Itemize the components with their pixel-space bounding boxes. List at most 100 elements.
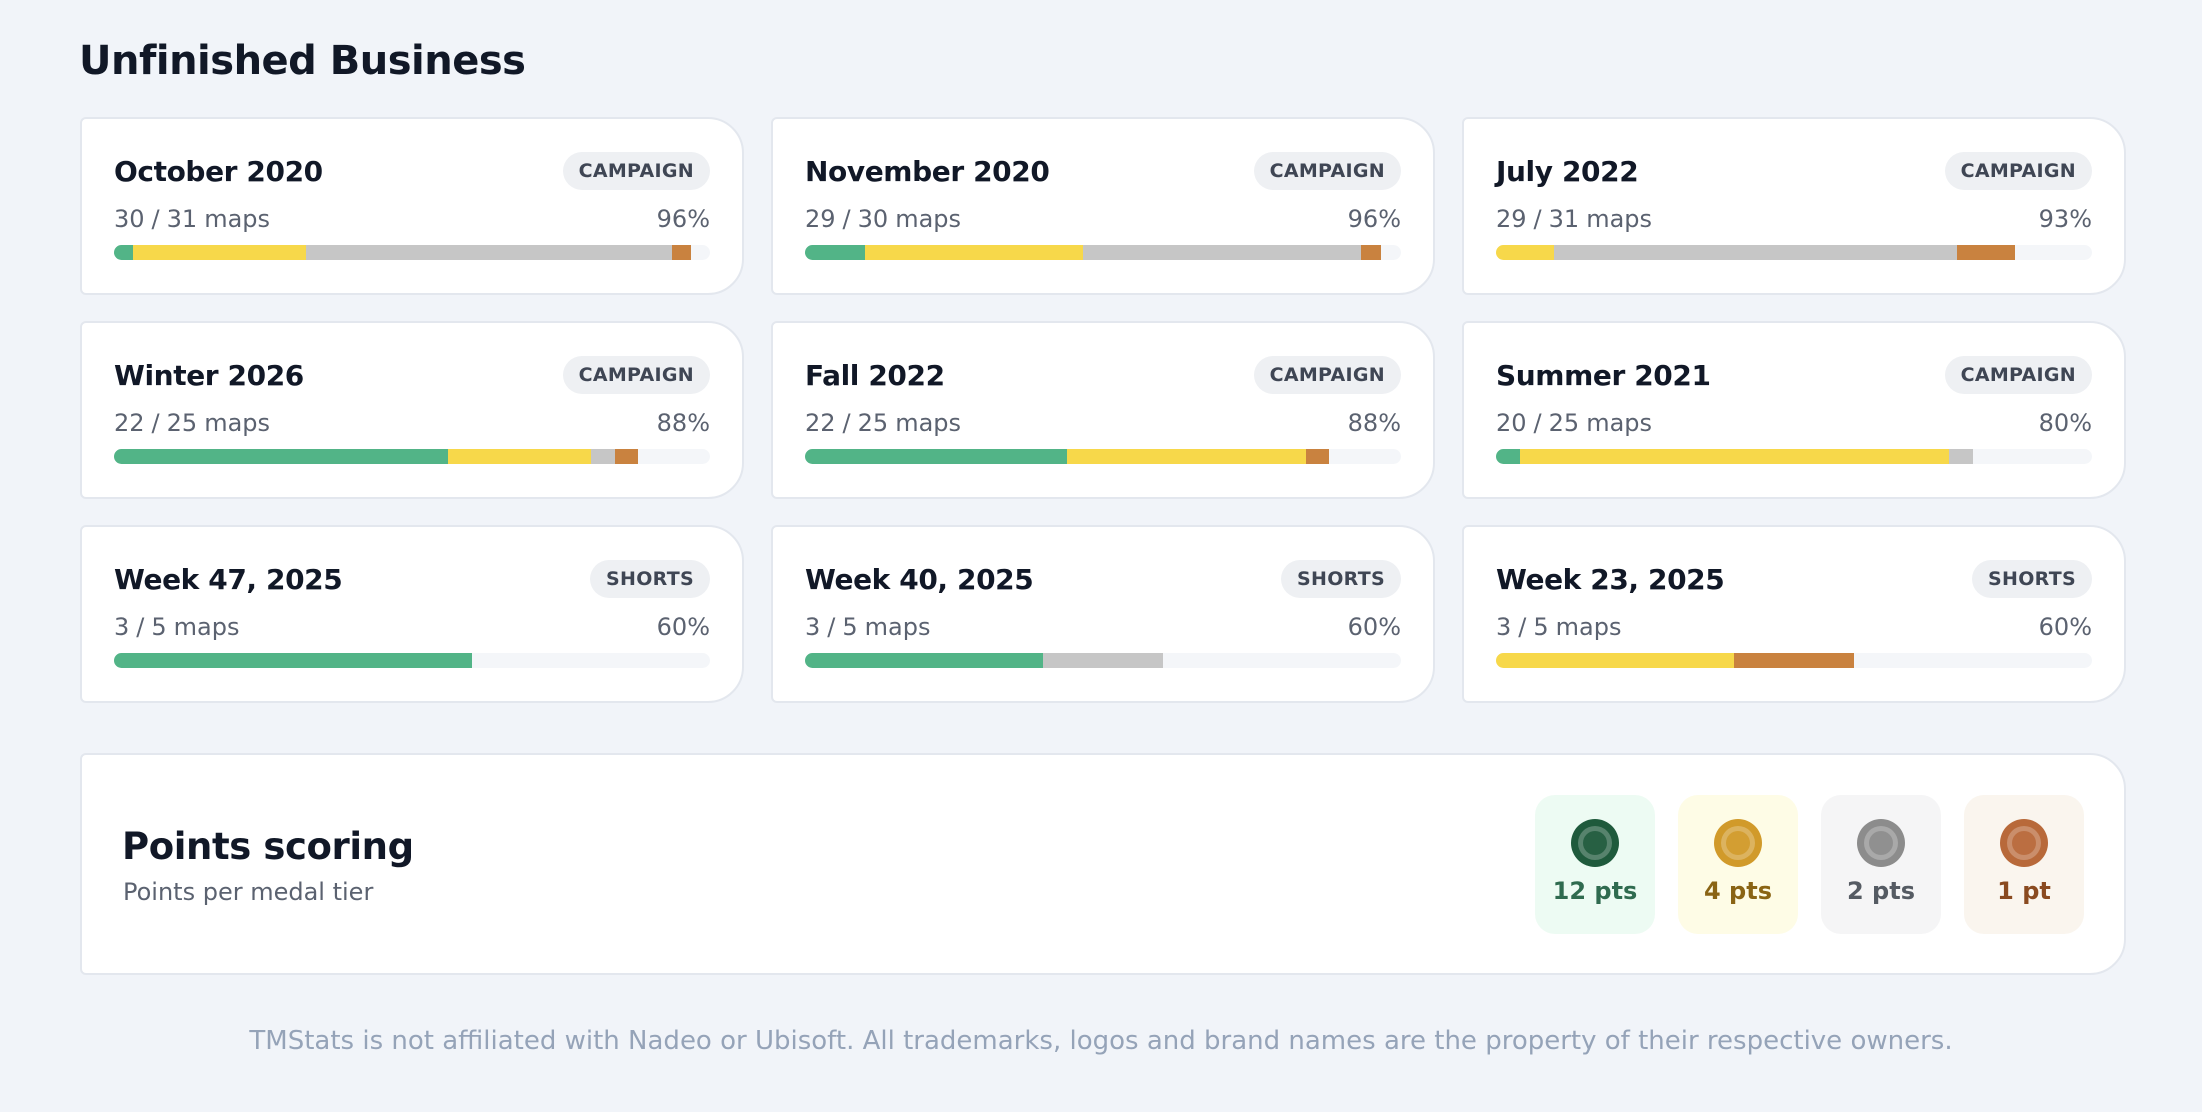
map-count-unit: maps xyxy=(204,409,271,437)
map-count-total: 5 xyxy=(842,613,858,641)
card-name: Week 47, 2025 xyxy=(114,562,343,596)
card-name: Fall 2022 xyxy=(805,358,945,392)
medal-tier: 4 pts xyxy=(1678,795,1798,934)
map-count-separator: / xyxy=(151,409,160,437)
card-header: July 2022 CAMPAIGN xyxy=(1496,149,2092,193)
map-count-done: 20 xyxy=(1496,409,1527,437)
map-count: 30/31 maps xyxy=(114,205,277,233)
medal-icon xyxy=(1857,819,1905,867)
map-count-separator: / xyxy=(151,205,160,233)
medal-shape xyxy=(2012,831,2036,855)
card-name: July 2022 xyxy=(1496,154,1639,188)
progress-segment xyxy=(306,245,672,260)
map-count-total: 5 xyxy=(1533,613,1549,641)
medal-shape xyxy=(1869,831,1893,855)
progress-segment xyxy=(1496,653,1735,668)
map-count-separator: / xyxy=(1533,409,1542,437)
percent: 88% xyxy=(656,409,710,437)
card-progress: 3/5 maps 60% xyxy=(805,613,1401,641)
map-count-done: 22 xyxy=(114,409,145,437)
card-badge: CAMPAIGN xyxy=(562,152,710,190)
scoring-title: Points scoring xyxy=(122,825,414,868)
progress-segment xyxy=(1496,245,1554,260)
progress-segment xyxy=(1553,245,1958,260)
card-progress: 22/25 maps 88% xyxy=(805,409,1401,437)
progress-track xyxy=(1496,653,2092,668)
progress-segment xyxy=(1948,449,1973,464)
map-count-separator: / xyxy=(1533,205,1542,233)
tier-points: 4 pts xyxy=(1704,877,1772,905)
card-header: Week 47, 2025 SHORTS xyxy=(114,557,710,601)
progress-segment xyxy=(805,653,1044,668)
progress-segment xyxy=(1305,449,1330,464)
scoring-panel: Points scoring Points per medal tier 12 … xyxy=(80,753,2126,975)
map-count-total: 30 xyxy=(857,205,889,233)
progress-segment xyxy=(864,245,1084,260)
map-count-done: 3 xyxy=(114,613,130,641)
progress-segment xyxy=(614,449,639,464)
medal-tier: 2 pts xyxy=(1821,795,1941,934)
card-header: Fall 2022 CAMPAIGN xyxy=(805,353,1401,397)
map-count-total: 31 xyxy=(1548,205,1580,233)
card-badge: CAMPAIGN xyxy=(1944,152,2092,190)
section-title: Unfinished Business xyxy=(79,38,526,84)
map-count-unit: maps xyxy=(1586,409,1653,437)
medal-icon xyxy=(1571,819,1619,867)
map-count: 3/5 maps xyxy=(114,613,246,641)
progress-segment xyxy=(114,245,134,260)
progress-segment xyxy=(1519,449,1949,464)
map-count: 29/31 maps xyxy=(1496,205,1659,233)
tier-points: 2 pts xyxy=(1847,877,1915,905)
campaign-card: Week 23, 2025 SHORTS 3/5 maps 60% xyxy=(1462,525,2126,703)
map-count-done: 29 xyxy=(1496,205,1527,233)
card-badge: CAMPAIGN xyxy=(1944,356,2092,394)
card-header: Winter 2026 CAMPAIGN xyxy=(114,353,710,397)
card-badge: SHORTS xyxy=(1281,560,1401,598)
card-header: Summer 2021 CAMPAIGN xyxy=(1496,353,2092,397)
card-header: November 2020 CAMPAIGN xyxy=(805,149,1401,193)
card-badge: SHORTS xyxy=(1972,560,2092,598)
percent: 60% xyxy=(2038,613,2092,641)
map-count-total: 25 xyxy=(166,409,198,437)
campaign-card: Winter 2026 CAMPAIGN 22/25 maps 88% xyxy=(80,321,744,499)
percent: 93% xyxy=(2038,205,2092,233)
campaign-card: Fall 2022 CAMPAIGN 22/25 maps 88% xyxy=(771,321,1435,499)
map-count-unit: maps xyxy=(204,205,271,233)
progress-track xyxy=(114,653,710,668)
tier-points: 1 pt xyxy=(1997,877,2051,905)
card-badge: CAMPAIGN xyxy=(562,356,710,394)
card-name: Week 40, 2025 xyxy=(805,562,1034,596)
campaign-card: Summer 2021 CAMPAIGN 20/25 maps 80% xyxy=(1462,321,2126,499)
map-count-total: 31 xyxy=(166,205,198,233)
map-count-unit: maps xyxy=(1555,613,1622,641)
map-count: 29/30 maps xyxy=(805,205,968,233)
progress-track xyxy=(1496,245,2092,260)
card-badge: SHORTS xyxy=(590,560,710,598)
card-progress: 29/30 maps 96% xyxy=(805,205,1401,233)
progress-segment xyxy=(114,449,448,464)
map-count-done: 3 xyxy=(1496,613,1512,641)
campaign-card: November 2020 CAMPAIGN 29/30 maps 96% xyxy=(771,117,1435,295)
map-count: 3/5 maps xyxy=(1496,613,1628,641)
map-count-unit: maps xyxy=(895,409,962,437)
footer: TMStats is not affiliated with Nadeo or … xyxy=(249,1026,1953,1056)
medal-shape xyxy=(1583,831,1607,855)
map-count-total: 25 xyxy=(857,409,889,437)
map-count-unit: maps xyxy=(173,613,240,641)
map-count-separator: / xyxy=(842,409,851,437)
tier-list: 12 pts 4 pts 2 pts 1 pt xyxy=(1535,795,2084,934)
progress-segment xyxy=(1083,245,1362,260)
progress-track xyxy=(1496,449,2092,464)
map-count-unit: maps xyxy=(864,613,931,641)
card-progress: 20/25 maps 80% xyxy=(1496,409,2092,437)
percent: 96% xyxy=(1347,205,1401,233)
map-count-unit: maps xyxy=(895,205,962,233)
map-count-unit: maps xyxy=(1586,205,1653,233)
medal-icon xyxy=(2000,819,2048,867)
map-count-separator: / xyxy=(136,613,145,641)
progress-track xyxy=(114,245,710,260)
percent: 60% xyxy=(1347,613,1401,641)
card-header: Week 23, 2025 SHORTS xyxy=(1496,557,2092,601)
progress-segment xyxy=(1496,449,1520,464)
